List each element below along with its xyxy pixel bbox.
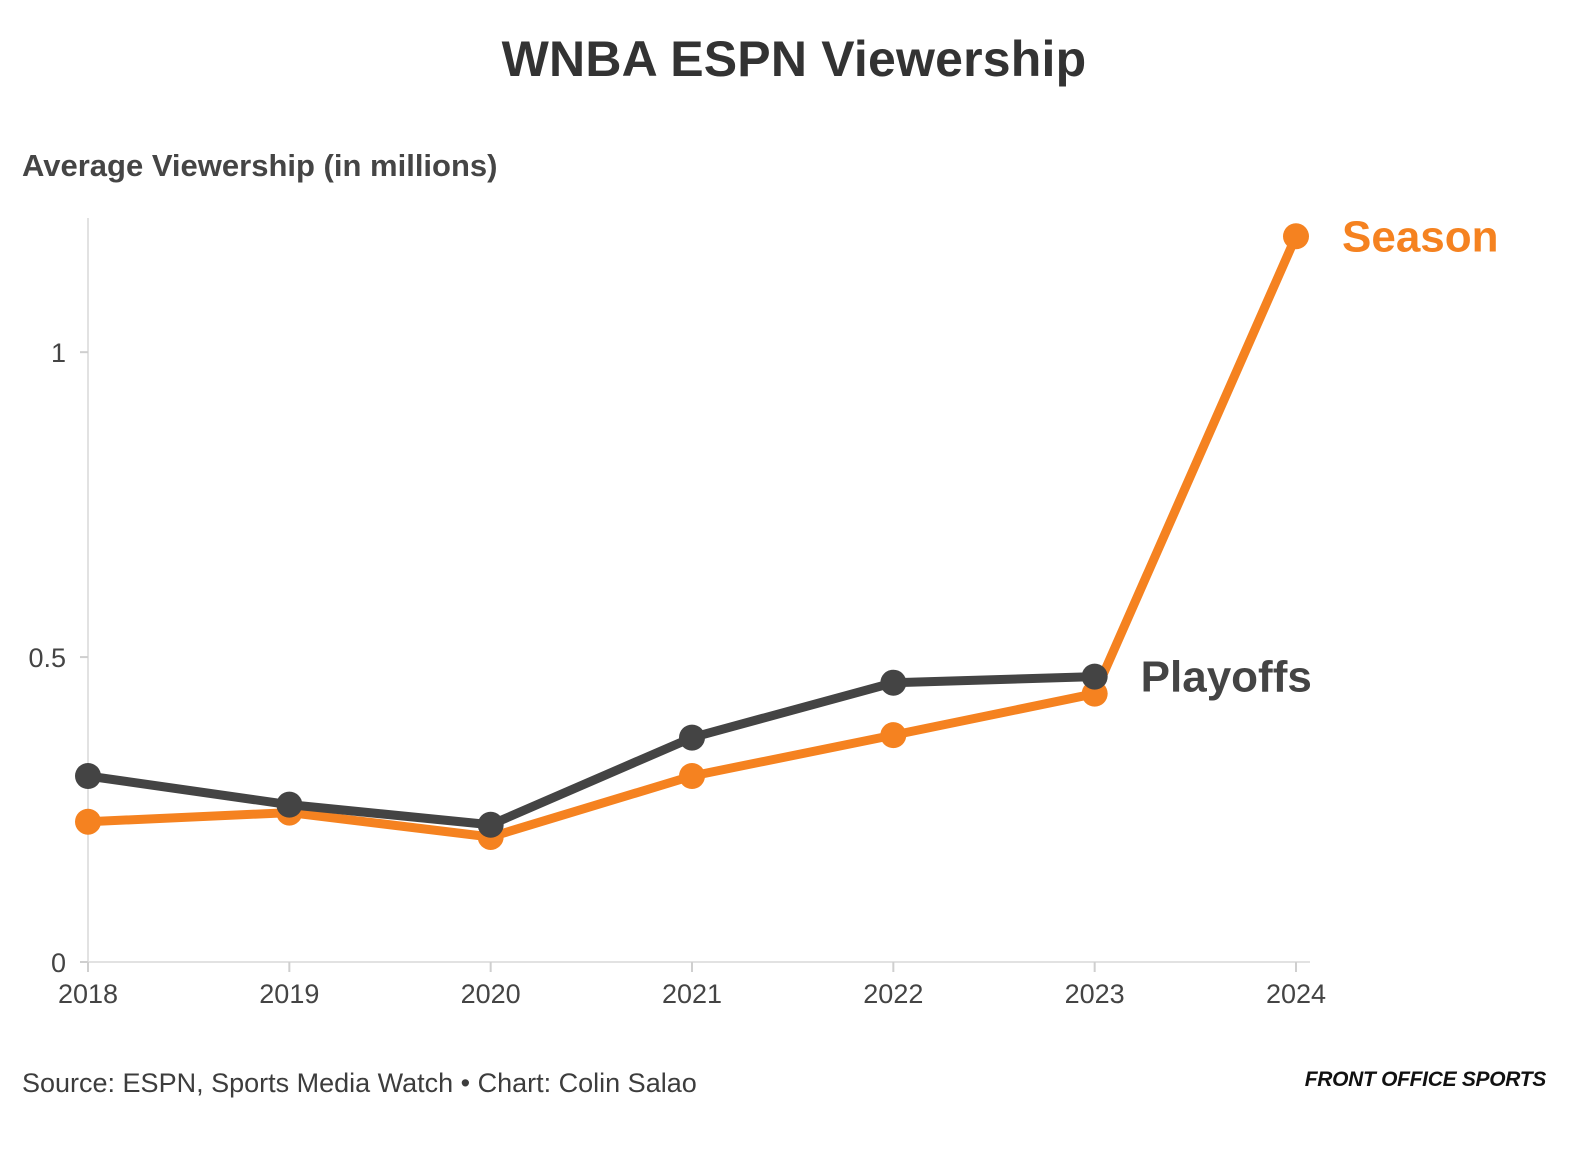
chart-title: WNBA ESPN Viewership xyxy=(501,31,1087,87)
season-point-2024 xyxy=(1283,223,1309,250)
x-tick-label: 2018 xyxy=(58,979,118,1009)
season-point-2022 xyxy=(880,722,907,749)
y-axis-label: Average Viewership (in millions) xyxy=(22,148,498,183)
source-credit: Source: ESPN, Sports Media Watch • Chart… xyxy=(22,1068,697,1098)
playoffs-point-2022 xyxy=(880,669,907,696)
brand-logo: FRONT OFFICE SPORTS xyxy=(1304,1068,1547,1091)
y-tick-label: 0 xyxy=(51,948,66,978)
x-tick-label: 2019 xyxy=(259,979,319,1009)
y-tick-label: 0.5 xyxy=(28,643,66,673)
y-tick-label: 1 xyxy=(51,338,66,368)
playoffs-point-2018 xyxy=(75,763,101,789)
season-series-label: Season xyxy=(1342,212,1499,261)
playoffs-point-2021 xyxy=(679,724,705,751)
season-point-2018 xyxy=(75,808,101,835)
x-tick-label: 2021 xyxy=(662,979,722,1009)
x-tick-label: 2024 xyxy=(1266,979,1326,1009)
season-point-2021 xyxy=(679,763,705,789)
x-tick-label: 2022 xyxy=(863,979,923,1009)
playoffs-series-label: Playoffs xyxy=(1141,653,1312,702)
playoffs-point-2020 xyxy=(477,811,504,838)
x-tick-label: 2023 xyxy=(1065,979,1125,1009)
playoffs-series-line xyxy=(83,672,1100,830)
x-tick-label: 2020 xyxy=(461,979,521,1009)
playoffs-point-2023 xyxy=(1081,663,1108,690)
playoffs-point-2019 xyxy=(276,791,303,818)
